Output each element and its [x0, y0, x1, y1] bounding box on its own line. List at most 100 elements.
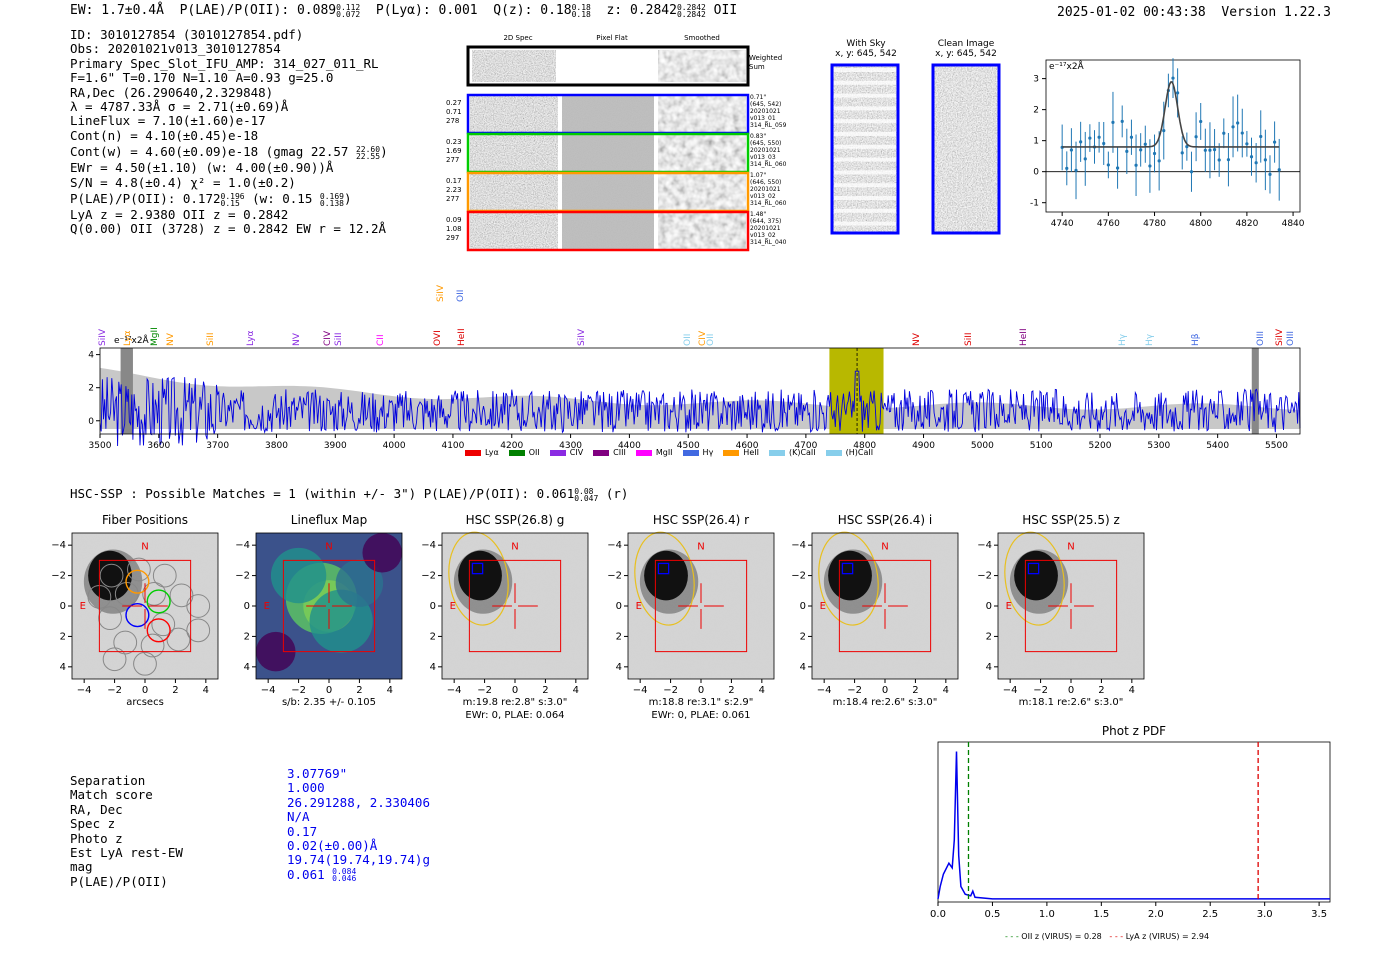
panel-xtick: −2	[477, 685, 492, 696]
panel-xtick: −4	[817, 685, 832, 696]
compass-e: E	[80, 601, 86, 612]
compass-n: N	[511, 542, 518, 553]
spectrum-line-label-21: Hβ	[1191, 333, 1201, 346]
header-timestamp-version: 2025-01-02 00:43:38 Version 1.22.3	[1057, 5, 1331, 20]
panel-caption1-5: m:18.1 re:2.6" s:3.0"	[1018, 697, 1124, 708]
panel-ytick: 2	[616, 631, 622, 642]
cutout-right-label-2: 1.07" (646, 550) 20201021 v013_02 314_RL_060	[750, 172, 787, 207]
cutout-smooth-3	[658, 212, 746, 250]
panel-xtick: 2	[356, 685, 362, 696]
legend-label-4: MgII	[655, 448, 673, 457]
spectrum-line-label-23: SiIV	[1275, 328, 1285, 346]
panel-caption2-2: EWr: 0, PLAE: 0.064	[465, 710, 565, 721]
spectrum-xtick: 4700	[794, 441, 817, 451]
photz-xtick: 2.5	[1202, 909, 1218, 920]
panel-title-2: HSC SSP(26.8) g	[465, 513, 565, 527]
panel-ytick: 0	[60, 601, 66, 612]
line-fit-xtick: 4760	[1097, 219, 1120, 229]
panel-xtick: 0	[512, 685, 518, 696]
spectrum-line-label-11: HeII	[457, 328, 467, 346]
legend-swatch-4	[635, 449, 652, 456]
compass-e: E	[264, 601, 270, 612]
panel-ytick: −2	[235, 571, 250, 582]
panel-caption1-1: s/b: 2.35 +/- 0.105	[281, 697, 377, 708]
panel-ytick: −2	[421, 571, 436, 582]
clean-image	[933, 65, 999, 233]
cutout-2d-1	[470, 134, 558, 172]
cutout-flat-noise-3	[562, 212, 654, 250]
spectrum-continuum	[100, 367, 1300, 430]
panel-xtick: 4	[1129, 685, 1135, 696]
spectrum-xtick: 5300	[1147, 441, 1170, 451]
cutout-smooth-1	[658, 134, 746, 172]
compass-e: E	[820, 601, 826, 612]
legend-swatch-7	[768, 449, 785, 456]
line-fit-xtick: 4840	[1282, 219, 1305, 229]
panel-xtick: −2	[107, 685, 122, 696]
legend-label-1: OII	[528, 448, 540, 457]
cutout-left-label-3: 0.09 1.08 297	[446, 216, 462, 242]
compass-n: N	[1067, 542, 1074, 553]
spectrum-line-label-19: Hγ	[1118, 333, 1128, 346]
match-label-5: Est LyA rest-EW	[70, 845, 183, 861]
with-sky-label: With Sky x, y: 645, 542	[835, 39, 897, 59]
spectrum-line-label-10: OVI	[433, 330, 443, 346]
timestamp: 2025-01-02 00:43:38	[1057, 5, 1206, 20]
spectrum-mask-left	[120, 348, 133, 434]
spectrum-legend: Lyα OII CIV CIII MgII Hγ HeII (K)CaII (H)CaII	[455, 448, 873, 457]
header-ew: EW: 1.7±0.4Å	[70, 3, 164, 18]
legend-swatch-5	[682, 449, 699, 456]
cutout-2d-0	[470, 95, 558, 133]
panel-title-0: Fiber Positions	[101, 513, 189, 527]
panel-xtick: 2	[542, 685, 548, 696]
panel-ytick: 4	[60, 662, 66, 673]
match-label-7: P(LAE)/P(OII)	[70, 873, 168, 889]
info-params: F=1.6" T=0.170 N=1.10 A=0.93 g=25.0	[70, 70, 334, 86]
match-label-6: mag	[70, 859, 93, 875]
photz-xtick: 1.5	[1093, 909, 1109, 920]
panel-ytick: −2	[977, 571, 992, 582]
panel-ytick: −4	[51, 540, 66, 551]
panel-xtick: −4	[261, 685, 276, 696]
panel-title-5: HSC SSP(25.5) z	[1022, 513, 1120, 527]
sky-line-9	[834, 183, 896, 188]
sky-line-6	[834, 144, 896, 149]
spectrum-line-label-15: OII	[706, 333, 716, 346]
panel-image-3: N E −4 4 −2 2 0 0 2 −2 4 −4	[607, 531, 775, 696]
sky-line-7	[834, 157, 896, 162]
panel-xtick: −2	[291, 685, 306, 696]
line-fit-ytick: -1	[1030, 199, 1039, 209]
cutout-right-label-3: 1.48" (644, 375) 20201021 v013_02 314_RL_040	[750, 211, 787, 246]
cutout-left-label-2: 0.17 2.23 277	[446, 177, 462, 203]
clean-image-frame	[931, 63, 1001, 235]
sky-line-10	[834, 196, 896, 200]
spectrum-xtick: 4400	[618, 441, 641, 451]
match-value-3: N/A	[287, 809, 310, 825]
panel-ytick: 2	[986, 631, 992, 642]
spectrum-line-label-6: NV	[292, 333, 302, 346]
sky-line-3	[834, 106, 896, 111]
spectrum-line-label-17: SiII	[964, 332, 974, 346]
cutout-smooth-2	[658, 173, 746, 211]
panel-caption1-2: m:19.8 re:2.8" s:3.0"	[462, 697, 568, 708]
legend-label-6: HeII	[743, 448, 759, 457]
panel-ytick: −2	[791, 571, 806, 582]
photz-legend-oii: OII z (VIRUS) = 0.28	[1021, 932, 1102, 941]
spectrum-xtick: 3800	[265, 441, 288, 451]
legend-label-0: Lyα	[485, 448, 499, 457]
info-lambda: λ = 4787.33Å σ = 2.71(±0.69)Å	[70, 99, 289, 115]
panel-ytick: 0	[800, 601, 806, 612]
legend-label-5: Hγ	[702, 448, 714, 457]
info-ewr: EWr = 4.50(±1.10) (w: 4.00(±0.90))Å	[70, 160, 334, 176]
panel-ytick: −4	[607, 540, 622, 551]
spectrum-line-label-24: OIII	[1286, 330, 1296, 346]
match-value-7: 0.061 0.084 0.046	[287, 866, 357, 884]
spectrum-xtick: 3700	[206, 441, 229, 451]
cutout-right-label-0: 0.71" (645, 542) 20201021 v013_01 314_RL_059	[750, 94, 787, 129]
spectrum-xtick: 4100	[441, 441, 464, 451]
photz-legend: - - - OII z (VIRUS) = 0.28 - - - LyA z (…	[1005, 932, 1210, 941]
match-value-2: 26.291288, 2.330406	[287, 794, 430, 810]
with-sky-frame	[830, 63, 900, 235]
panel-ytick: −4	[791, 540, 806, 551]
spectrum-ytick: 0	[88, 417, 94, 427]
